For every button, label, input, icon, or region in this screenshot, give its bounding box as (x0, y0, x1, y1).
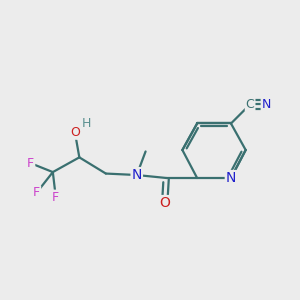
Text: C: C (246, 98, 254, 111)
Text: N: N (226, 171, 236, 185)
Text: F: F (52, 190, 59, 204)
Text: F: F (27, 157, 34, 170)
Text: N: N (132, 168, 142, 182)
Text: H: H (81, 117, 91, 130)
Text: F: F (33, 186, 40, 199)
Text: O: O (70, 126, 80, 139)
Text: O: O (159, 196, 170, 210)
Text: N: N (262, 98, 271, 111)
